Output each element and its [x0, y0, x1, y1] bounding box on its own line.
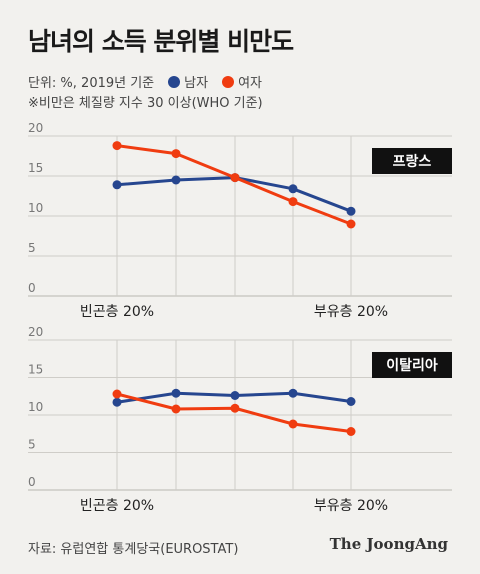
data-point	[112, 389, 122, 399]
y-tick-label: 0	[28, 475, 36, 489]
unit-row: 단위: %, 2019년 기준 남자 여자	[28, 72, 262, 91]
country-badge-label: 프랑스	[393, 154, 432, 170]
y-tick-label: 20	[28, 121, 43, 135]
data-point	[288, 197, 298, 207]
y-tick-label: 15	[28, 363, 43, 377]
country-badge-box	[372, 148, 452, 174]
unit-label: 단위: %, 2019년 기준	[28, 76, 155, 91]
brand-logo: The JoongAng	[329, 535, 448, 553]
data-point	[230, 403, 240, 413]
series-line	[116, 176, 352, 213]
chart-title: 남녀의 소득 분위별 비만도	[28, 27, 294, 56]
legend-item-female: 여자	[222, 72, 262, 91]
data-point	[112, 180, 122, 190]
data-point	[346, 397, 356, 406]
y-tick-label: 5	[28, 438, 36, 452]
x-tick-label: 빈곤층 20%	[80, 304, 154, 320]
y-tick-label: 5	[28, 241, 36, 255]
series-line	[116, 144, 352, 226]
data-point	[112, 397, 122, 407]
legend-item-male: 남자	[168, 72, 208, 91]
data-point	[288, 419, 298, 429]
legend-dot-male	[168, 75, 181, 88]
x-tick-label: 부유층 20%	[314, 304, 388, 320]
legend-label-female: 여자	[238, 76, 262, 91]
data-point	[171, 388, 181, 398]
data-point	[171, 175, 181, 185]
data-point	[346, 206, 356, 216]
data-point	[230, 173, 240, 183]
data-point	[171, 149, 181, 159]
y-tick-label: 15	[28, 161, 43, 175]
country-badge-label: 이탈리아	[386, 357, 438, 374]
legend-dot-female	[222, 75, 235, 88]
x-tick-label: 부유층 20%	[314, 498, 388, 514]
legend-label-male: 남자	[184, 76, 209, 91]
y-tick-label: 20	[28, 325, 43, 339]
y-tick-label: 10	[28, 201, 43, 215]
y-tick-label: 0	[28, 281, 36, 295]
source: 자료: 유럽연합 통계당국(EUROSTAT)	[28, 542, 239, 557]
y-tick-label: 10	[28, 400, 43, 414]
data-point	[288, 388, 298, 398]
data-point	[288, 184, 298, 194]
data-point	[171, 404, 181, 414]
note: ※비만은 체질량 지수 30 이상(WHO 기준)	[28, 96, 263, 111]
data-point	[346, 427, 356, 436]
data-point	[230, 391, 240, 400]
country-badge-box	[372, 352, 452, 378]
x-tick-label: 빈곤층 20%	[80, 498, 154, 514]
data-point	[346, 219, 356, 229]
data-point	[112, 141, 122, 151]
